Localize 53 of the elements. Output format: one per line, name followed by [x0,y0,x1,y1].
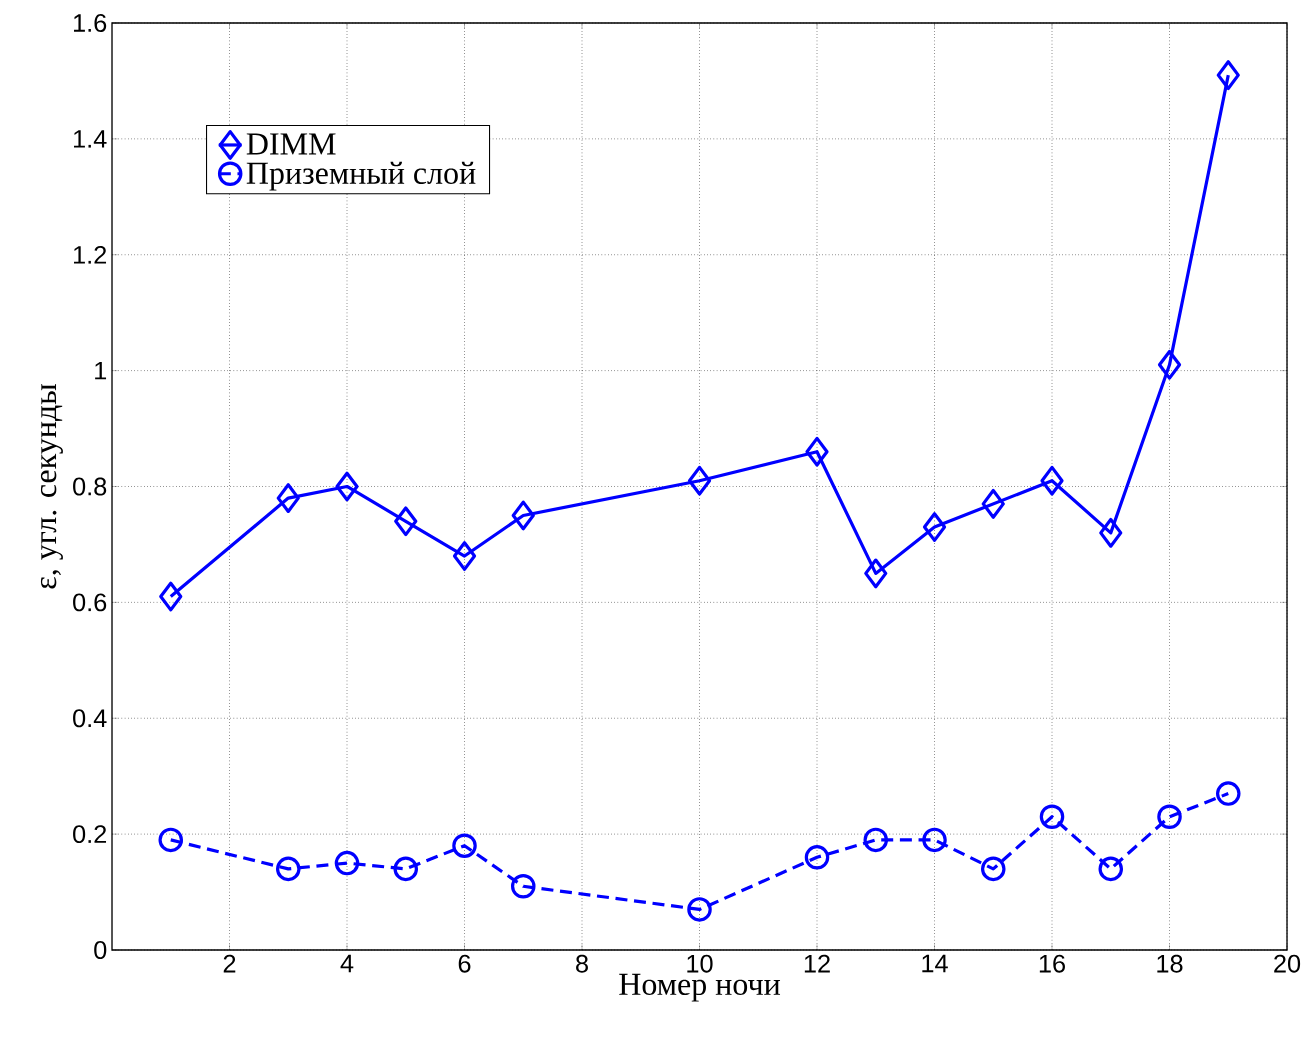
point [452,541,477,571]
y-axis-title: ε, угл. секунды [40,384,63,589]
point [276,483,300,514]
legend-label: Приземный слой [246,161,476,191]
y-tick-label: 0 [94,941,107,959]
point [1157,804,1182,830]
point [510,874,536,899]
x-tick-label: 8 [576,954,588,973]
x-axis-title: Номер ночи [619,973,781,1002]
x-tick-label: 20 [1274,954,1301,973]
point [1216,60,1240,91]
point [980,856,1006,882]
point [452,833,477,858]
point [864,558,888,589]
x-tick-label: 18 [1157,954,1183,973]
x-tick-label: 14 [922,954,948,973]
point [922,827,947,853]
point [511,500,535,531]
point [393,856,419,882]
x-tick-label: 16 [1039,954,1065,973]
point [275,856,301,882]
point [394,506,418,537]
point [981,488,1005,519]
point [1216,781,1241,806]
point [1039,804,1065,830]
point [922,512,947,542]
x-tick-label: 4 [340,954,354,973]
y-tick-label: 1.2 [74,245,107,264]
x-tick-label: 2 [223,954,236,973]
point [335,471,359,502]
point [1157,349,1182,380]
point [159,581,183,612]
point [863,827,889,853]
y-tick-label: 0.8 [73,477,107,496]
y-tick-label: 0.2 [73,825,107,844]
point [1040,465,1064,496]
point [805,436,829,467]
y-tick-label: 1.4 [74,130,107,148]
y-tick-label: 0.4 [73,709,107,728]
x-tick-label: 10 [687,954,713,973]
y-tick-label: 0.6 [73,593,107,612]
point [1098,856,1124,882]
x-tick-label: 6 [458,954,471,973]
point [687,897,712,922]
point [804,845,830,870]
point [158,827,184,853]
point [687,465,712,496]
x-tick-label: 12 [804,954,830,973]
y-tick-label: 1 [95,361,107,380]
y-tick-label: 1.6 [74,14,107,32]
legend-label: DIMM [246,133,336,155]
point [334,850,360,876]
point [1099,517,1123,548]
